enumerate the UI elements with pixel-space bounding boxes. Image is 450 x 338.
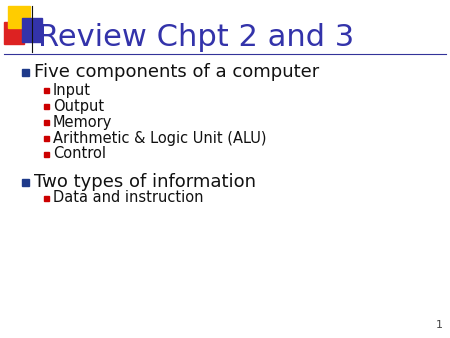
Bar	[44, 195, 49, 200]
Bar	[4, 22, 24, 44]
Bar	[22, 178, 29, 186]
Text: Input: Input	[53, 82, 91, 97]
Bar	[44, 136, 49, 141]
Text: Two types of information: Two types of information	[34, 173, 256, 191]
Bar	[8, 6, 30, 28]
Text: Arithmetic & Logic Unit (ALU): Arithmetic & Logic Unit (ALU)	[53, 130, 266, 145]
Text: Five components of a computer: Five components of a computer	[34, 63, 319, 81]
Bar	[22, 18, 42, 42]
Text: Memory: Memory	[53, 115, 112, 129]
Text: Data and instruction: Data and instruction	[53, 191, 203, 206]
Bar	[44, 151, 49, 156]
Bar	[44, 103, 49, 108]
Bar	[44, 88, 49, 93]
Text: Output: Output	[53, 98, 104, 114]
Text: Review Chpt 2 and 3: Review Chpt 2 and 3	[38, 24, 354, 52]
Text: Control: Control	[53, 146, 106, 162]
Text: 1: 1	[436, 320, 443, 330]
Bar	[44, 120, 49, 124]
Bar	[22, 69, 29, 75]
